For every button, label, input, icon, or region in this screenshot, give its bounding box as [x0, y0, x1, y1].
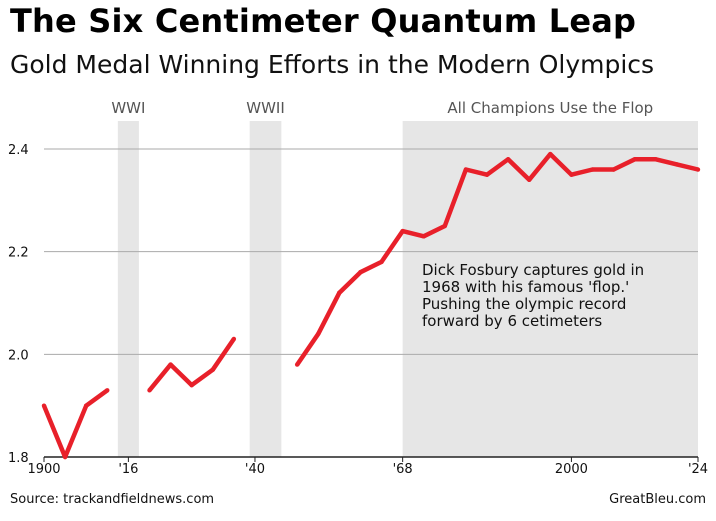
x-tick-label: '16: [118, 462, 138, 477]
y-tick-label: 2.4: [8, 143, 29, 158]
x-tick-label: 2000: [555, 462, 588, 477]
data-point: [294, 362, 300, 367]
data-point: [83, 403, 89, 408]
axes: 1.8 2.0 2.2 2.4 1900 '16 '40 '68 2000 '24: [8, 143, 708, 477]
data-point: [337, 290, 342, 295]
chart-subtitle: Gold Medal Winning Efforts in the Modern…: [10, 50, 655, 79]
band-label-1: WWI: [111, 99, 145, 117]
data-point: [147, 388, 152, 393]
data-point: [632, 157, 637, 162]
data-point: [442, 223, 448, 229]
data-point: [41, 403, 47, 408]
band-3: [402, 121, 698, 457]
data-point: [674, 162, 680, 167]
data-point: [316, 331, 321, 336]
data-point: [527, 177, 532, 182]
data-point: [484, 172, 490, 177]
x-tick-label: '24: [688, 462, 708, 477]
data-point: [463, 167, 469, 172]
data-point: [695, 167, 701, 172]
data-point: [231, 336, 237, 342]
data-point: [653, 157, 659, 162]
data-point: [168, 362, 173, 367]
data-point: [210, 367, 215, 372]
data-point: [105, 388, 110, 393]
series-segment-2: [147, 337, 236, 392]
data-point: [62, 454, 68, 460]
data-point: [569, 172, 574, 177]
x-tick-label: '40: [245, 462, 265, 477]
data-series: [41, 151, 701, 460]
annotation-line-2: 1968 with his famous 'flop.': [422, 278, 629, 296]
chart-title: The Six Centimeter Quantum Leap: [10, 2, 637, 40]
data-point: [548, 151, 553, 157]
x-tick-label: 1900: [27, 462, 60, 477]
credit-note: GreatBleu.com: [609, 492, 706, 507]
shaded-bands: WWI WWII All Champions Use the Flop: [111, 99, 698, 457]
annotation-line-4: forward by 6 cetimeters: [422, 312, 602, 330]
x-tick-label: '68: [393, 462, 413, 477]
y-tick-label: 2.0: [8, 348, 29, 363]
band-label-2: WWII: [246, 99, 285, 117]
band-2: [249, 121, 282, 457]
series-segment-1: [41, 388, 109, 460]
data-point: [611, 167, 616, 172]
data-point: [421, 234, 426, 239]
annotation-line-3: Pushing the olympic record: [422, 295, 626, 313]
gridlines: [44, 148, 698, 458]
data-point: [379, 259, 384, 265]
y-tick-label: 2.2: [8, 246, 29, 261]
series-segment-3: [295, 151, 699, 366]
source-note: Source: trackandfieldnews.com: [10, 492, 215, 507]
data-point: [505, 157, 511, 162]
data-point: [590, 167, 595, 172]
band-1: [117, 121, 139, 457]
y-tick-label: 1.8: [8, 451, 29, 466]
annotation-line-1: Dick Fosbury captures gold in: [422, 261, 644, 279]
band-label-3: All Champions Use the Flop: [447, 99, 653, 117]
data-point: [358, 270, 363, 275]
data-point: [189, 382, 194, 388]
data-point: [400, 228, 405, 234]
